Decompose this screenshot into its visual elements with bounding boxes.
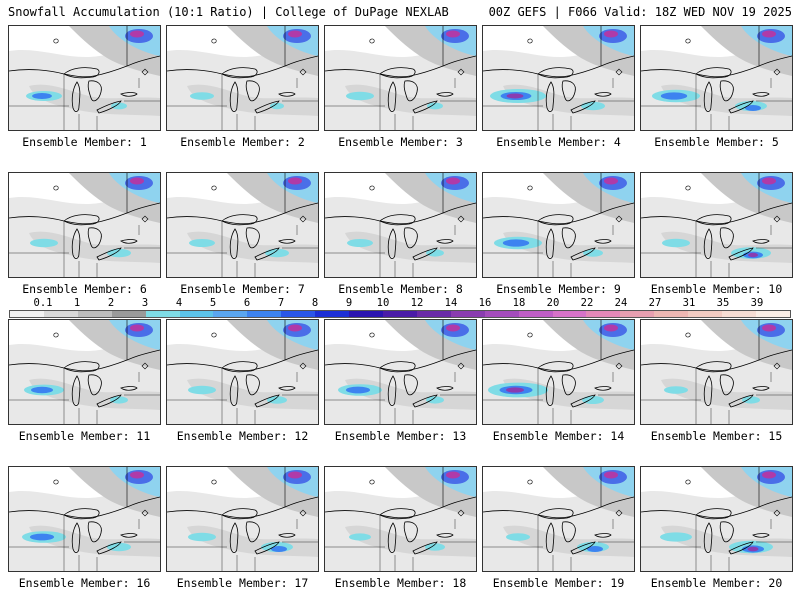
ensemble-member-label: Ensemble Member: 6 [22, 282, 147, 296]
colorbar-tick-label: 12 [410, 297, 424, 309]
ensemble-member-label: Ensemble Member: 20 [650, 576, 783, 590]
ensemble-member-label: Ensemble Member: 15 [650, 429, 783, 443]
colorbar-tick-label: 5 [209, 297, 217, 309]
colorbar-swatch [247, 311, 282, 317]
ensemble-member-map [324, 25, 477, 131]
ensemble-member-label: Ensemble Member: 7 [180, 282, 305, 296]
ensemble-member-map [324, 466, 477, 572]
ensemble-member-label: Ensemble Member: 10 [650, 282, 783, 296]
colorbar-swatch [654, 311, 689, 317]
ensemble-member-map [8, 172, 161, 278]
valid-time: 00Z GEFS | F066 Valid: 18Z WED NOV 19 20… [488, 5, 792, 19]
ensemble-member-map [324, 319, 477, 425]
colorbar-swatch [586, 311, 621, 317]
colorbar-swatch [450, 311, 485, 317]
ensemble-member-label: Ensemble Member: 9 [496, 282, 621, 296]
ensemble-member-map [166, 172, 319, 278]
colorbar-swatch [722, 311, 756, 317]
ensemble-member-map [8, 25, 161, 131]
colorbar-swatch [416, 311, 451, 317]
colorbar-swatch [755, 311, 790, 317]
colorbar-tick-label: 10 [376, 297, 390, 309]
colorbar-swatch [315, 311, 350, 317]
ensemble-member-label: Ensemble Member: 8 [338, 282, 463, 296]
colorbar-swatch [688, 311, 723, 317]
colorbar-swatch [43, 311, 78, 317]
colorbar-swatch [518, 311, 553, 317]
colorbar-tick-label: 9 [345, 297, 353, 309]
colorbar-tick-label: 24 [614, 297, 628, 309]
colorbar-tick-label: 31 [682, 297, 696, 309]
ensemble-member-map [482, 172, 635, 278]
colorbar-swatch [281, 311, 316, 317]
colorbar-tick-label: 18 [512, 297, 526, 309]
ensemble-member-label: Ensemble Member: 12 [176, 429, 309, 443]
colorbar-swatch [179, 311, 214, 317]
colorbar-swatches [9, 310, 791, 318]
map-title: Snowfall Accumulation (10:1 Ratio) | Col… [8, 5, 449, 19]
ensemble-member-label: Ensemble Member: 4 [496, 135, 621, 149]
ensemble-member-map [8, 466, 161, 572]
ensemble-member-label: Ensemble Member: 17 [176, 576, 309, 590]
colorbar-tick-label: 27 [648, 297, 662, 309]
colorbar-swatch [620, 311, 655, 317]
colorbar-swatch [10, 311, 44, 317]
colorbar-tick-label: 3 [141, 297, 149, 309]
colorbar-tick-label: 16 [478, 297, 492, 309]
ensemble-member-map [166, 319, 319, 425]
ensemble-member-map [324, 172, 477, 278]
ensemble-member-map [482, 319, 635, 425]
colorbar-tick-label: 39 [750, 297, 764, 309]
ensemble-member-map [166, 25, 319, 131]
ensemble-member-map [640, 319, 793, 425]
colorbar-tick-label: 7 [277, 297, 285, 309]
ensemble-member-label: Ensemble Member: 16 [18, 576, 151, 590]
colorbar-tick-label: 2 [107, 297, 115, 309]
ensemble-member-map [482, 466, 635, 572]
ensemble-member-label: Ensemble Member: 18 [334, 576, 467, 590]
ensemble-member-label: Ensemble Member: 14 [492, 429, 625, 443]
colorbar-swatch [382, 311, 417, 317]
colorbar-tick-label: 0.1 [33, 297, 53, 309]
colorbar-tick-label: 14 [444, 297, 458, 309]
ensemble-member-map [166, 466, 319, 572]
colorbar-tick-label: 35 [716, 297, 730, 309]
colorbar-tick-label: 1 [73, 297, 81, 309]
ensemble-member-label: Ensemble Member: 19 [492, 576, 625, 590]
colorbar-swatch [552, 311, 587, 317]
colorbar-swatch [484, 311, 519, 317]
ensemble-member-map [640, 466, 793, 572]
colorbar-tick-label: 8 [311, 297, 319, 309]
colorbar-tick-label: 6 [243, 297, 251, 309]
colorbar-tick-label: 4 [175, 297, 183, 309]
ensemble-member-label: Ensemble Member: 1 [22, 135, 147, 149]
ensemble-member-label: Ensemble Member: 3 [338, 135, 463, 149]
ensemble-member-map [8, 319, 161, 425]
colorbar-swatch [111, 311, 146, 317]
ensemble-member-label: Ensemble Member: 13 [334, 429, 467, 443]
colorbar-swatch [213, 311, 248, 317]
ensemble-member-map [640, 25, 793, 131]
ensemble-member-label: Ensemble Member: 2 [180, 135, 305, 149]
colorbar-swatch [145, 311, 180, 317]
ensemble-member-label: Ensemble Member: 5 [654, 135, 779, 149]
colorbar-swatch [77, 311, 112, 317]
ensemble-member-label: Ensemble Member: 11 [18, 429, 151, 443]
ensemble-member-map [482, 25, 635, 131]
colorbar-tick-label: 22 [580, 297, 594, 309]
ensemble-member-map [640, 172, 793, 278]
colorbar-tick-label: 20 [546, 297, 560, 309]
colorbar-swatch [349, 311, 383, 317]
